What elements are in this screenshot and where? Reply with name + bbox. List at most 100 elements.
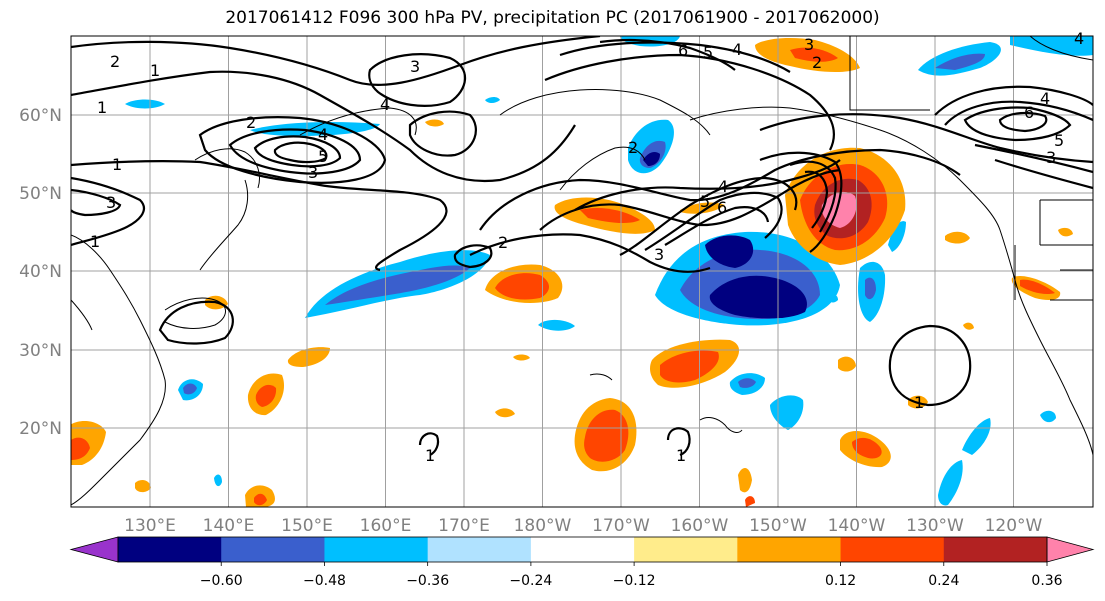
longitude-tick-labels: 130°E 140°E 150°E 160°E 170°E 180°W 170°W 160°W… — [124, 516, 1042, 536]
colorbar-tick-label: −0.24 — [509, 573, 552, 589]
longitude-tick-label: 130°W — [906, 516, 964, 536]
contour-label: 1 — [97, 98, 107, 117]
longitude-tick-label: 120°W — [985, 516, 1043, 536]
pv-contour — [228, 128, 362, 175]
contour-label: 4 — [380, 95, 390, 114]
longitude-tick-label: 150°E — [281, 516, 333, 536]
contour-label: 3 — [106, 193, 116, 212]
pv-contour — [273, 141, 328, 164]
contour-label: 3 — [1046, 148, 1056, 167]
pv-contour — [453, 244, 493, 269]
pv-contour — [944, 100, 1093, 126]
contour-label: 1 — [425, 446, 435, 465]
longitude-tick-label: 150°W — [749, 516, 807, 536]
pv-contour — [479, 148, 961, 231]
latitude-tick-label: 20°N — [19, 419, 62, 439]
colorbar-segment — [427, 537, 532, 562]
pv-contour — [994, 158, 1093, 190]
pv-contour — [804, 170, 829, 229]
contour-label: 3 — [308, 163, 318, 182]
pv-contour — [368, 53, 467, 107]
coastlines — [71, 36, 1093, 506]
contour-label: 3 — [410, 57, 420, 76]
longitude-tick-label: 160°E — [360, 516, 412, 536]
contour-label: 3 — [804, 35, 814, 54]
pv-contour — [619, 176, 798, 256]
pv-contour — [974, 143, 1093, 174]
longitude-tick-label: 160°W — [671, 516, 729, 536]
pv-contour — [789, 160, 837, 233]
contour-label: 2 — [628, 138, 638, 157]
contour-label: 4 — [732, 40, 742, 59]
pv-contour — [71, 188, 122, 217]
colorbar-tick-label: 0.12 — [825, 573, 856, 589]
colorbar-tick-label: −0.60 — [200, 573, 243, 589]
pv-contour — [963, 106, 1072, 142]
colorbar-extend-min — [69, 536, 119, 563]
colorbar-segment — [634, 537, 738, 562]
longitude-tick-label: 140°E — [203, 516, 255, 536]
contour-label: 4 — [1074, 29, 1084, 48]
colorbar-tick-label: −0.12 — [613, 573, 656, 589]
contour-label: 2 — [812, 53, 822, 72]
colorbar-segment — [530, 537, 635, 562]
colorbar — [69, 536, 1095, 563]
pv-contour-labels: 2 1 1 1 3 1 2 4 5 3 3 4 2 6 5 4 3 2 4 5 … — [90, 29, 1084, 465]
colorbar-segment — [943, 537, 1048, 562]
pv-contour — [253, 135, 342, 168]
contour-label: 1 — [150, 61, 160, 80]
pv-contour — [998, 111, 1048, 133]
contour-label: 1 — [90, 232, 100, 251]
contour-label: 5 — [1054, 131, 1064, 150]
contour-label: 4 — [318, 125, 328, 144]
plot-title: 2017061412 F096 300 hPa PV, precipitatio… — [225, 8, 880, 28]
pv-contour — [198, 116, 387, 184]
pv-contour — [71, 36, 601, 86]
pv-contour — [888, 324, 972, 407]
contour-label: 1 — [914, 393, 924, 412]
contour-label: 4 — [1040, 89, 1050, 108]
pv-contour — [666, 427, 691, 457]
colorbar-tick-label: −0.36 — [406, 573, 449, 589]
colorbar-outline — [117, 536, 1048, 563]
contour-label: 2 — [246, 113, 256, 132]
latitude-tick-label: 50°N — [19, 184, 62, 204]
pv-contour — [158, 300, 234, 345]
contour-label: 3 — [654, 245, 664, 264]
pv-contour — [664, 206, 770, 246]
longitude-tick-label: 130°E — [124, 516, 176, 536]
colorbar-extend-max — [1046, 536, 1095, 563]
pv-contour — [599, 38, 736, 71]
contour-label: 2 — [498, 233, 508, 252]
pv-contour — [559, 41, 791, 73]
contour-label: 5 — [318, 147, 328, 166]
pv-contour — [934, 85, 1093, 116]
latitude-tick-labels: 60°N 50°N 40°N 30°N 20°N — [19, 106, 62, 439]
pv-contour — [408, 110, 477, 157]
longitude-tick-label: 170°W — [592, 516, 650, 536]
longitude-tick-label: 180°W — [514, 516, 572, 536]
colorbar-segment — [221, 537, 325, 562]
longitude-tick-label: 170°E — [438, 516, 490, 536]
pv-contour — [71, 70, 576, 182]
latitude-tick-label: 40°N — [19, 262, 62, 282]
colorbar-tick-label: 0.36 — [1031, 573, 1062, 589]
pv-contour — [71, 176, 145, 247]
colorbar-tick-label: 0.24 — [928, 573, 959, 589]
map-frame — [70, 35, 1094, 508]
colorbar-segment — [324, 537, 429, 562]
contour-label: 5 — [703, 43, 713, 62]
contour-label: 1 — [676, 446, 686, 465]
colorbar-segment — [737, 537, 842, 562]
contour-label: 4 — [718, 177, 728, 196]
contour-label: 6 — [717, 198, 727, 217]
pv-contour — [71, 160, 448, 272]
graticule — [71, 36, 1093, 507]
pv-contour — [759, 151, 843, 253]
contour-label: 2 — [110, 52, 120, 71]
pv-contour — [469, 233, 711, 273]
contour-label: 6 — [1024, 103, 1034, 122]
latitude-tick-label: 60°N — [19, 106, 62, 126]
latitude-tick-label: 30°N — [19, 341, 62, 361]
